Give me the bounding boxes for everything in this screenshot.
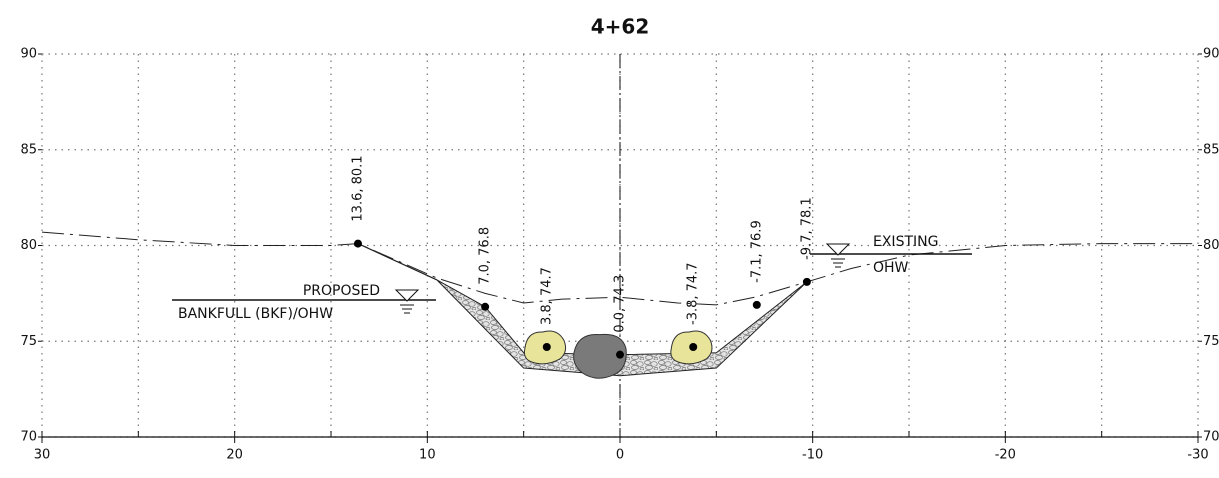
existing-ground	[41, 231, 1198, 306]
y2-tick-label: 90	[1203, 47, 1219, 62]
point-label: 13.6, 80.1	[350, 155, 365, 221]
point-label: -7.1, 76.9	[749, 220, 764, 283]
survey-point	[689, 342, 698, 351]
y-tick-label: 80	[20, 238, 37, 253]
survey-point	[802, 277, 811, 286]
y2-tick-label: 85	[1203, 142, 1219, 157]
chart-title: 4+62	[591, 15, 650, 39]
x-tick-label: 10	[419, 448, 436, 463]
survey-point	[752, 300, 761, 309]
y-tick-label: 70	[20, 430, 37, 445]
x-tick-label: 0	[616, 448, 624, 463]
point-label: 7.0, 76.8	[478, 227, 493, 285]
x-tick-label: 20	[226, 448, 243, 463]
point-label: -3.8, 74.7	[686, 262, 701, 325]
annotation: EXISTING	[873, 234, 938, 250]
y-tick-label: 85	[20, 142, 37, 157]
x-tick-label: -10	[802, 448, 823, 463]
y-tick-label: 75	[20, 334, 37, 349]
x-tick-label: -30	[1187, 448, 1208, 463]
point-label: 3.8, 74.7	[539, 267, 554, 325]
point-label: 0.0, 74.3	[613, 275, 628, 333]
x-tick-label: 30	[34, 448, 51, 463]
annotation: BANKFULL (BKF)/OHW	[178, 306, 333, 322]
y2-tick-label: 80	[1203, 238, 1219, 253]
y2-tick-label: 70	[1203, 430, 1219, 445]
survey-point	[616, 350, 624, 359]
boulder-large	[573, 333, 627, 379]
x-tick-label: -20	[995, 448, 1016, 463]
y-tick-label: 90	[20, 47, 37, 62]
water-symbol	[825, 243, 851, 256]
survey-point	[353, 239, 362, 248]
water-symbol	[394, 289, 420, 302]
annotation: PROPOSED	[303, 283, 380, 299]
survey-point	[542, 342, 551, 351]
y2-tick-label: 75	[1203, 334, 1219, 349]
proposed-grade	[357, 243, 438, 281]
survey-point	[481, 302, 490, 311]
annotation: OHW	[873, 260, 909, 276]
point-label: -9.7, 78.1	[799, 197, 814, 260]
